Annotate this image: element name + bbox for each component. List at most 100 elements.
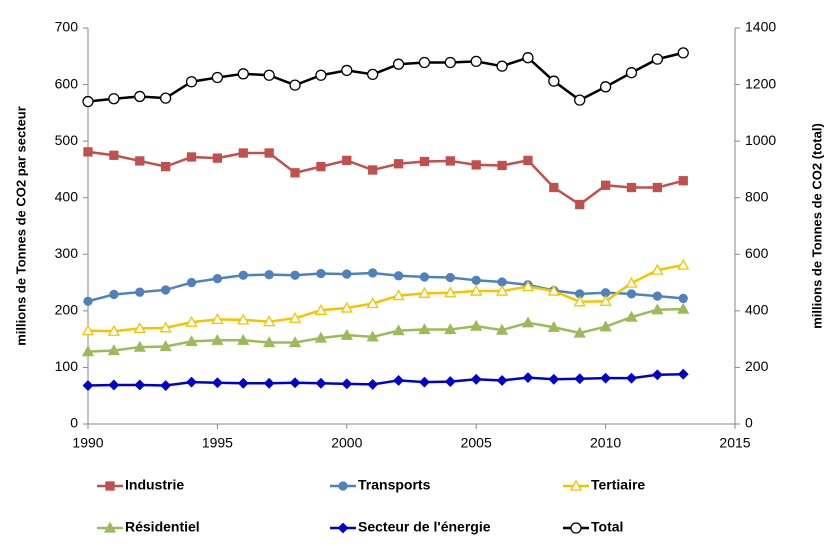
data-point (82, 95, 94, 108)
data-point (107, 344, 120, 356)
data-point (109, 150, 119, 160)
y2-tick-label: 600 (745, 245, 769, 261)
data-point (160, 161, 171, 172)
data-point (549, 182, 559, 193)
data-point (574, 373, 586, 385)
legend-label: Secteur de l'énergie (358, 519, 491, 535)
y2-tick-label: 1200 (745, 75, 776, 91)
data-point (470, 284, 483, 296)
data-point (135, 156, 145, 166)
data-point (264, 270, 274, 280)
data-point (211, 313, 224, 324)
x-tick-label: 2005 (461, 435, 492, 451)
data-point (107, 324, 120, 336)
x-tick-label: 2015 (719, 435, 750, 451)
data-point (237, 68, 249, 80)
data-point (652, 182, 663, 193)
data-point (418, 56, 431, 69)
data-point (160, 380, 172, 391)
data-point (289, 79, 301, 91)
x-tick-label: 2000 (331, 435, 362, 451)
data-point (340, 328, 353, 340)
data-point (392, 58, 405, 70)
data-point (186, 277, 197, 288)
data-point (419, 156, 430, 167)
data-point (134, 90, 146, 103)
data-point (238, 270, 248, 280)
data-point (677, 258, 690, 270)
data-point (342, 155, 352, 166)
data-point (677, 368, 689, 380)
data-point (521, 316, 535, 328)
data-point (211, 71, 224, 84)
x-tick-label: 1995 (202, 435, 233, 451)
y2-tick-label: 800 (745, 188, 769, 204)
data-point (392, 324, 405, 336)
data-point (652, 291, 663, 301)
series-line (87, 271, 684, 303)
data-point (133, 322, 146, 334)
y-tick-label: 100 (55, 358, 79, 374)
data-point (264, 148, 274, 158)
legend-label: Tertiaire (591, 477, 645, 493)
data-point (678, 293, 688, 304)
series-line (87, 263, 684, 333)
legend-marker (570, 522, 582, 534)
data-point (159, 321, 172, 333)
y-tick-label: 200 (55, 302, 79, 318)
data-point (495, 284, 509, 296)
data-point (677, 302, 690, 314)
data-point (83, 296, 93, 306)
data-point (186, 376, 197, 388)
series-line (87, 307, 684, 353)
data-point (626, 289, 637, 299)
data-point (316, 268, 326, 279)
data-point (316, 161, 326, 172)
data-point (108, 379, 120, 391)
data-point (470, 55, 482, 68)
data-point (496, 375, 508, 386)
legend-label: Transports (358, 477, 431, 493)
legend-marker (337, 522, 349, 534)
data-point (626, 372, 637, 384)
y-tick-label: 700 (55, 19, 79, 35)
data-point (109, 289, 119, 300)
data-point (522, 52, 534, 64)
data-point (523, 155, 533, 166)
data-point (547, 284, 560, 296)
data-point (625, 67, 638, 79)
legend-marker (105, 481, 115, 491)
data-point (289, 377, 301, 389)
data-point (573, 295, 586, 307)
data-point (367, 378, 379, 390)
data-point (497, 160, 507, 171)
data-point (418, 286, 431, 298)
y2-tick-label: 400 (745, 302, 769, 318)
data-point (651, 369, 663, 381)
data-point (263, 336, 276, 348)
data-point (237, 377, 249, 389)
data-point (314, 331, 328, 343)
data-point (548, 373, 560, 385)
y-tick-label: 500 (55, 132, 79, 148)
data-point (599, 320, 612, 332)
data-point (81, 345, 95, 357)
data-point (496, 60, 508, 72)
data-point (368, 268, 378, 278)
data-point (393, 375, 404, 386)
data-point (290, 270, 300, 280)
data-point (288, 311, 302, 323)
data-point (212, 153, 223, 163)
data-point (471, 160, 481, 170)
data-point (366, 330, 379, 342)
data-point (471, 275, 481, 285)
data-point (134, 379, 146, 391)
data-point (82, 380, 94, 391)
data-point (263, 377, 275, 389)
data-point (263, 69, 275, 81)
data-point (548, 75, 560, 87)
data-point (495, 323, 509, 335)
data-point (419, 272, 430, 282)
data-point (626, 182, 637, 193)
